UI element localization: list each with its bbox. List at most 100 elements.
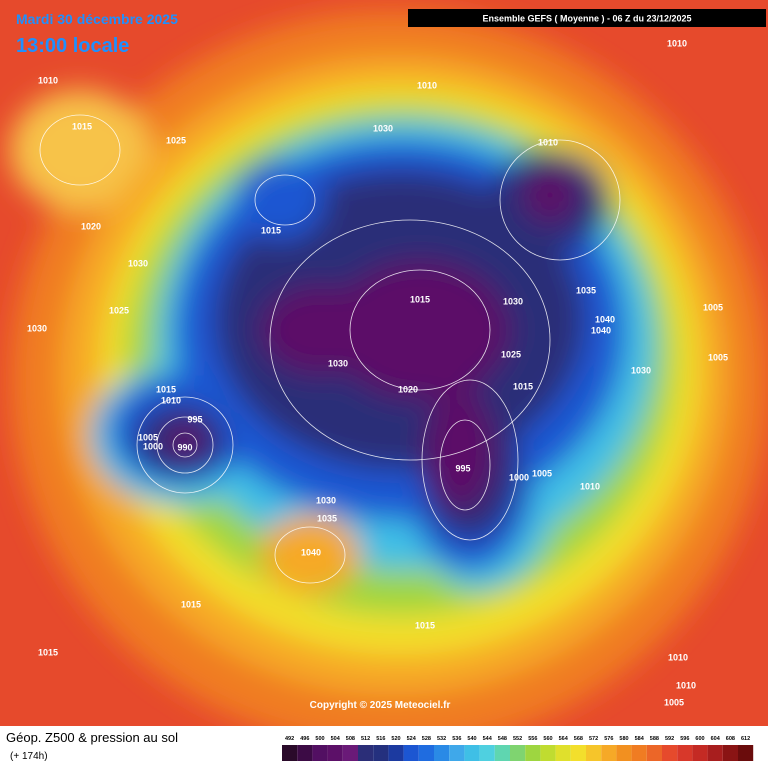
pressure-label: 1010 bbox=[668, 652, 688, 662]
scale-label: 604 bbox=[711, 736, 721, 742]
scale-label: 544 bbox=[483, 736, 493, 742]
pressure-label: 1015 bbox=[415, 620, 435, 630]
scale-swatch bbox=[601, 745, 617, 761]
pressure-label: 1000 bbox=[143, 441, 163, 451]
scale-swatch bbox=[707, 745, 723, 761]
scale-label: 600 bbox=[695, 736, 704, 742]
pressure-label: 1005 bbox=[703, 302, 723, 312]
date: Mardi 30 décembre 2025 bbox=[16, 11, 178, 27]
scale-label: 612 bbox=[741, 736, 750, 742]
scale-label: 532 bbox=[437, 736, 446, 742]
scale-swatch bbox=[434, 745, 450, 761]
pressure-label: 1015 bbox=[261, 225, 281, 235]
scale-swatch bbox=[555, 745, 571, 761]
scale-label: 520 bbox=[391, 736, 400, 742]
pressure-label: 1010 bbox=[676, 680, 696, 690]
model-run: Ensemble GEFS ( Moyenne ) - 06 Z du 23/1… bbox=[482, 13, 691, 23]
scale-label: 580 bbox=[619, 736, 628, 742]
scale-swatch bbox=[692, 745, 708, 761]
scale-label: 492 bbox=[285, 736, 294, 742]
scale-label: 568 bbox=[574, 736, 583, 742]
scale-label: 540 bbox=[467, 736, 476, 742]
scale-label: 572 bbox=[589, 736, 598, 742]
copyright: Copyright © 2025 Meteociel.fr bbox=[310, 700, 451, 711]
scale-swatch bbox=[479, 745, 495, 761]
pressure-label: 1010 bbox=[538, 137, 558, 147]
pressure-label: 1015 bbox=[410, 294, 430, 304]
pressure-label: 1000 bbox=[509, 472, 529, 482]
pressure-label: 995 bbox=[187, 414, 202, 424]
header-box bbox=[408, 9, 766, 27]
scale-label: 548 bbox=[498, 736, 507, 742]
scale-label: 584 bbox=[635, 736, 645, 742]
scale-swatch bbox=[677, 745, 693, 761]
scale-swatch bbox=[327, 745, 343, 761]
scale-swatch bbox=[540, 745, 556, 761]
scale-swatch bbox=[464, 745, 480, 761]
scale-swatch bbox=[418, 745, 434, 761]
scale-label: 496 bbox=[300, 736, 309, 742]
scale-swatch bbox=[373, 745, 389, 761]
scale-label: 508 bbox=[346, 736, 355, 742]
pressure-label: 1015 bbox=[156, 384, 176, 394]
pressure-label: 1030 bbox=[328, 358, 348, 368]
footer-title: Géop. Z500 & pression au sol bbox=[6, 730, 178, 745]
scale-label: 504 bbox=[331, 736, 341, 742]
pressure-label: 1010 bbox=[161, 395, 181, 405]
scale-label: 596 bbox=[680, 736, 689, 742]
pressure-label: 1005 bbox=[138, 432, 158, 442]
scale-label: 500 bbox=[315, 736, 324, 742]
pressure-label: 1030 bbox=[316, 495, 336, 505]
pressure-label: 1025 bbox=[166, 135, 186, 145]
scale-swatch bbox=[662, 745, 678, 761]
footer-lead: (+ 174h) bbox=[10, 751, 48, 762]
scale-swatch bbox=[297, 745, 313, 761]
scale-label: 576 bbox=[604, 736, 613, 742]
scale-swatch bbox=[616, 745, 632, 761]
scale-swatch bbox=[449, 745, 465, 761]
scale-swatch bbox=[570, 745, 586, 761]
scale-swatch bbox=[494, 745, 510, 761]
scale-label: 524 bbox=[407, 736, 417, 742]
scale-swatch bbox=[738, 745, 754, 761]
pressure-label: 1040 bbox=[595, 314, 615, 324]
scale-swatch bbox=[525, 745, 541, 761]
pressure-label: 1005 bbox=[532, 468, 552, 478]
pressure-label: 1015 bbox=[72, 121, 92, 131]
pressure-label: 995 bbox=[455, 463, 470, 473]
scale-label: 556 bbox=[528, 736, 537, 742]
scale-swatch bbox=[631, 745, 647, 761]
pressure-label: 1010 bbox=[667, 38, 687, 48]
pressure-label: 1020 bbox=[398, 384, 418, 394]
pressure-label: 1030 bbox=[503, 296, 523, 306]
pressure-label: 1040 bbox=[301, 547, 321, 557]
pressure-label: 1020 bbox=[81, 221, 101, 231]
scale-swatch bbox=[388, 745, 404, 761]
pressure-label: 1015 bbox=[38, 647, 58, 657]
pressure-label: 1005 bbox=[664, 697, 684, 707]
pressure-label: 1010 bbox=[38, 75, 58, 85]
scale-swatch bbox=[403, 745, 419, 761]
pressure-label: 1030 bbox=[373, 123, 393, 133]
scale-swatch bbox=[646, 745, 662, 761]
pressure-label: 1015 bbox=[181, 599, 201, 609]
scale-label: 608 bbox=[726, 736, 735, 742]
pressure-label: 1025 bbox=[109, 305, 129, 315]
scale-label: 512 bbox=[361, 736, 370, 742]
pressure-label: 990 bbox=[177, 442, 192, 452]
scale-swatch bbox=[342, 745, 358, 761]
scale-swatch bbox=[312, 745, 328, 761]
scale-label: 560 bbox=[543, 736, 552, 742]
scale-label: 588 bbox=[650, 736, 659, 742]
scale-swatch bbox=[510, 745, 526, 761]
pressure-label: 1030 bbox=[128, 258, 148, 268]
scale-swatch bbox=[282, 745, 298, 761]
pressure-label: 1030 bbox=[27, 323, 47, 333]
scale-label: 516 bbox=[376, 736, 385, 742]
pressure-label: 1005 bbox=[708, 352, 728, 362]
pressure-label: 1030 bbox=[631, 365, 651, 375]
scale-label: 536 bbox=[452, 736, 461, 742]
pressure-label: 1035 bbox=[317, 513, 337, 523]
pressure-label: 1010 bbox=[580, 481, 600, 491]
scale-swatch bbox=[358, 745, 374, 761]
